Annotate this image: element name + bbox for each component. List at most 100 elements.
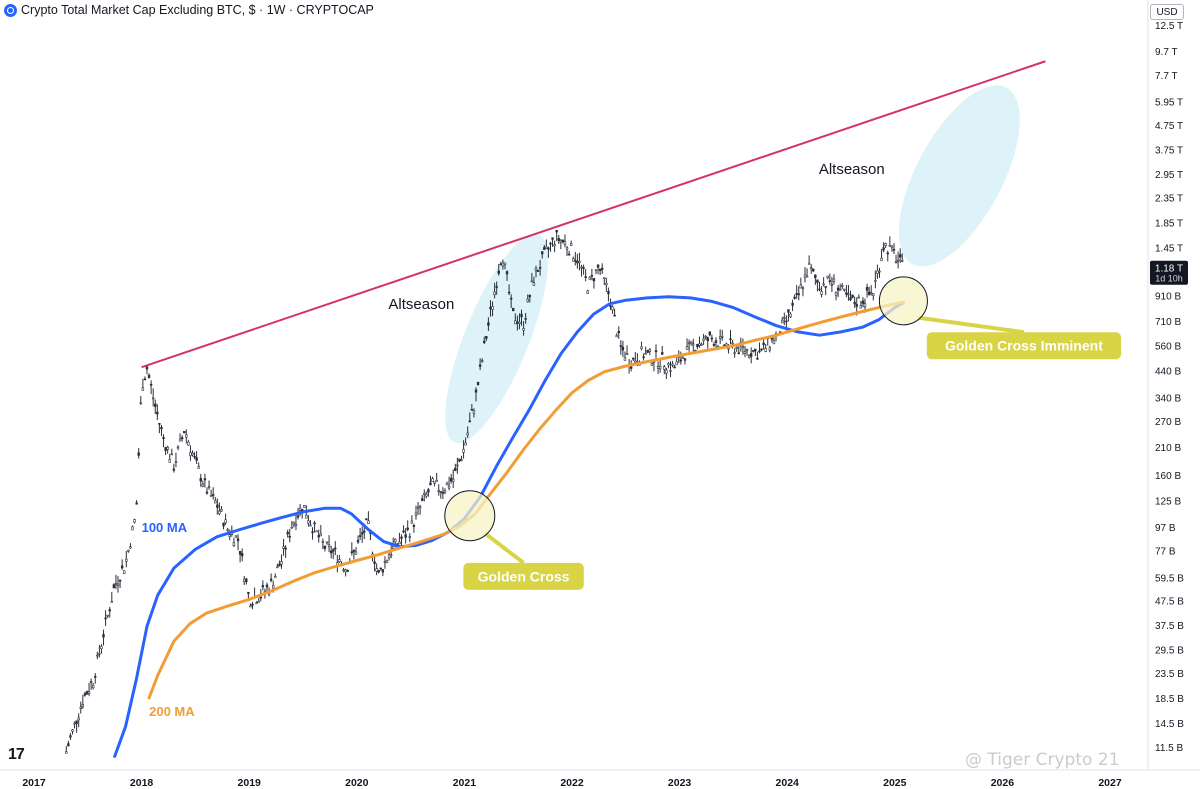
candle-body [315, 530, 318, 533]
candle-body [505, 271, 509, 275]
candle-body [495, 286, 498, 288]
candle-body [685, 346, 689, 350]
candle-body [561, 239, 565, 243]
price-candle [669, 361, 672, 378]
y-tick-label: 340 B [1155, 393, 1181, 404]
price-candle [795, 284, 798, 299]
candle-body [708, 331, 712, 336]
price-candle [356, 535, 360, 544]
candle-body [743, 351, 747, 354]
y-tick-label: 23.5 B [1155, 669, 1184, 680]
candle-body [607, 291, 610, 295]
price-candle [836, 284, 840, 298]
candle-body [354, 551, 358, 555]
candle-body [826, 275, 829, 279]
price-candle [590, 268, 594, 281]
y-tick-label: 440 B [1155, 367, 1181, 378]
candle-body [538, 267, 542, 269]
candle-body [870, 292, 873, 295]
price-candle [96, 651, 99, 660]
altseason-label-0: Altseason [388, 296, 454, 313]
candle-body [342, 569, 345, 572]
price-candle [385, 559, 389, 564]
candle-body [704, 335, 707, 338]
candle-body [226, 529, 229, 531]
price-candle [559, 238, 563, 250]
price-candle [201, 480, 205, 488]
price-candle [373, 555, 376, 572]
price-candle [721, 329, 724, 341]
candle-body [749, 353, 753, 357]
candle-body [487, 322, 490, 326]
candle-body [615, 335, 618, 338]
candle-body [102, 634, 105, 638]
candle-body [255, 602, 258, 604]
price-candle [632, 357, 635, 362]
candle-body [104, 617, 107, 620]
candle-body [447, 485, 451, 489]
candle-body [334, 547, 337, 550]
price-candle [870, 285, 873, 296]
candle-body [543, 247, 546, 250]
candle-body [449, 477, 453, 482]
price-candle [810, 264, 813, 274]
candle-body [741, 346, 745, 349]
price-candle [209, 489, 213, 497]
price-candle [313, 520, 316, 533]
y-tick-label: 14.5 B [1155, 719, 1184, 730]
y-tick-label: 18.5 B [1155, 694, 1184, 705]
altseason-ellipses [445, 85, 1020, 444]
candle-body [611, 306, 614, 311]
y-tick-label: 12.5 T [1155, 21, 1183, 32]
candle-body [702, 338, 705, 341]
price-candle [553, 240, 556, 253]
candle-body [836, 287, 840, 291]
price-candle [265, 582, 269, 592]
candle-body [443, 490, 447, 493]
price-candle [207, 480, 211, 490]
price-candle [714, 337, 718, 348]
candle-body [379, 567, 383, 570]
price-candle [309, 520, 312, 527]
price-candle [797, 286, 800, 301]
price-candle [485, 335, 488, 341]
price-candle [160, 424, 163, 437]
price-candle [617, 326, 620, 339]
candle-body [139, 402, 142, 404]
currency-selector[interactable]: USD [1150, 4, 1184, 20]
candle-body [661, 352, 664, 355]
price-candle [743, 346, 747, 358]
candle-body [189, 452, 192, 456]
price-candle [737, 344, 740, 355]
candle-body [164, 447, 167, 451]
price-candle [582, 264, 585, 275]
price-candle [733, 348, 736, 358]
candle-body [367, 520, 370, 524]
price-candle [857, 294, 860, 299]
candle-body [180, 437, 184, 439]
price-candle [491, 301, 494, 317]
price-candle [898, 248, 902, 263]
price-candle [191, 450, 194, 457]
price-candle [360, 526, 364, 543]
price-candle [520, 309, 523, 326]
candle-body [781, 319, 784, 324]
candle-body [847, 293, 850, 296]
ma100-label: 100 MA [142, 520, 188, 535]
candle-body [551, 237, 554, 240]
candle-body [96, 654, 99, 657]
price-candle [841, 283, 844, 290]
price-candle [561, 239, 565, 244]
candle-body [406, 527, 409, 530]
price-candle [334, 541, 337, 556]
candle-body [214, 500, 217, 504]
price-candle [156, 404, 159, 421]
candle-body [408, 536, 411, 538]
price-candle [468, 412, 471, 423]
price-candle [675, 357, 678, 366]
price-candle [354, 547, 358, 555]
candle-body [499, 263, 503, 266]
candle-body [94, 676, 97, 678]
candle-body [381, 569, 385, 573]
candle-body [598, 268, 602, 271]
